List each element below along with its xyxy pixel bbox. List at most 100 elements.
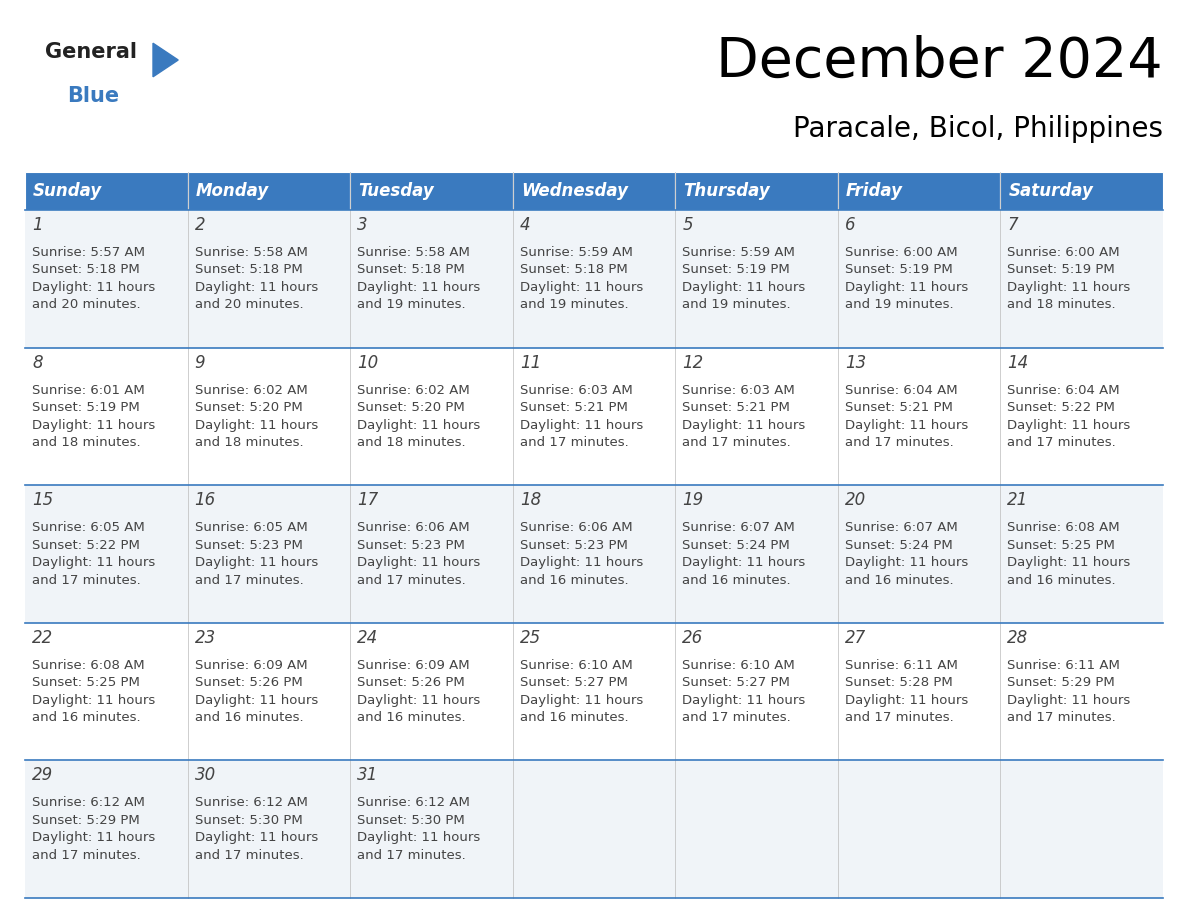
Text: Sunset: 5:29 PM: Sunset: 5:29 PM [1007,677,1116,689]
Text: Sunrise: 6:10 AM: Sunrise: 6:10 AM [682,659,795,672]
Text: Paracale, Bicol, Philippines: Paracale, Bicol, Philippines [794,115,1163,143]
Text: Sunrise: 5:59 AM: Sunrise: 5:59 AM [519,246,632,259]
Text: Sunset: 5:19 PM: Sunset: 5:19 PM [32,401,140,414]
Text: Sunset: 5:19 PM: Sunset: 5:19 PM [682,263,790,276]
Text: and 16 minutes.: and 16 minutes. [1007,574,1116,587]
Text: Wednesday: Wednesday [520,182,627,200]
Bar [1000,172,1163,210]
Text: Sunrise: 6:09 AM: Sunrise: 6:09 AM [358,659,469,672]
Text: and 20 minutes.: and 20 minutes. [32,298,140,311]
Text: Sunrise: 6:06 AM: Sunrise: 6:06 AM [519,521,632,534]
Text: 10: 10 [358,353,379,372]
Text: 23: 23 [195,629,216,647]
Text: 1: 1 [32,216,43,234]
Text: and 17 minutes.: and 17 minutes. [195,574,303,587]
Text: Sunset: 5:29 PM: Sunset: 5:29 PM [32,814,140,827]
Text: Sunset: 5:25 PM: Sunset: 5:25 PM [32,677,140,689]
Text: Daylight: 11 hours: Daylight: 11 hours [32,556,156,569]
Text: Sunset: 5:24 PM: Sunset: 5:24 PM [845,539,953,552]
Text: Daylight: 11 hours: Daylight: 11 hours [1007,281,1131,294]
Text: Sunset: 5:18 PM: Sunset: 5:18 PM [358,263,465,276]
Text: and 16 minutes.: and 16 minutes. [845,574,954,587]
Text: Daylight: 11 hours: Daylight: 11 hours [519,281,643,294]
Text: Daylight: 11 hours: Daylight: 11 hours [845,556,968,569]
Text: Sunrise: 6:03 AM: Sunrise: 6:03 AM [682,384,795,397]
Text: Daylight: 11 hours: Daylight: 11 hours [682,281,805,294]
Text: and 17 minutes.: and 17 minutes. [195,849,303,862]
Bar [25,348,1163,486]
Text: 7: 7 [1007,216,1018,234]
Text: Sunrise: 6:06 AM: Sunrise: 6:06 AM [358,521,469,534]
Text: 22: 22 [32,629,53,647]
Text: Daylight: 11 hours: Daylight: 11 hours [845,281,968,294]
Text: 27: 27 [845,629,866,647]
Text: Sunset: 5:21 PM: Sunset: 5:21 PM [519,401,627,414]
Text: Sunrise: 6:01 AM: Sunrise: 6:01 AM [32,384,145,397]
Text: and 17 minutes.: and 17 minutes. [845,436,954,449]
Text: Sunrise: 6:00 AM: Sunrise: 6:00 AM [1007,246,1120,259]
Text: and 16 minutes.: and 16 minutes. [519,711,628,724]
Text: Daylight: 11 hours: Daylight: 11 hours [32,832,156,845]
Text: 19: 19 [682,491,703,509]
Text: Sunrise: 5:58 AM: Sunrise: 5:58 AM [358,246,470,259]
Text: Sunset: 5:30 PM: Sunset: 5:30 PM [358,814,465,827]
Text: 14: 14 [1007,353,1029,372]
Text: Sunset: 5:24 PM: Sunset: 5:24 PM [682,539,790,552]
Text: Sunset: 5:25 PM: Sunset: 5:25 PM [1007,539,1116,552]
Text: 11: 11 [519,353,541,372]
Text: Sunset: 5:20 PM: Sunset: 5:20 PM [195,401,302,414]
Text: Sunset: 5:26 PM: Sunset: 5:26 PM [195,677,302,689]
Bar [25,172,188,210]
Text: Sunrise: 6:05 AM: Sunrise: 6:05 AM [32,521,145,534]
Text: Daylight: 11 hours: Daylight: 11 hours [195,419,318,431]
Text: Sunrise: 6:07 AM: Sunrise: 6:07 AM [845,521,958,534]
Text: and 17 minutes.: and 17 minutes. [358,574,466,587]
Text: Sunrise: 6:11 AM: Sunrise: 6:11 AM [1007,659,1120,672]
Text: and 16 minutes.: and 16 minutes. [32,711,140,724]
Text: Sunrise: 6:05 AM: Sunrise: 6:05 AM [195,521,308,534]
Text: Sunset: 5:20 PM: Sunset: 5:20 PM [358,401,465,414]
Text: 20: 20 [845,491,866,509]
Text: 4: 4 [519,216,530,234]
Text: Sunrise: 6:09 AM: Sunrise: 6:09 AM [195,659,308,672]
Text: and 19 minutes.: and 19 minutes. [845,298,954,311]
Text: Sunday: Sunday [33,182,102,200]
Text: Sunrise: 6:12 AM: Sunrise: 6:12 AM [195,797,308,810]
Text: Sunrise: 6:04 AM: Sunrise: 6:04 AM [845,384,958,397]
Text: 12: 12 [682,353,703,372]
Text: Daylight: 11 hours: Daylight: 11 hours [358,281,480,294]
Text: Daylight: 11 hours: Daylight: 11 hours [519,694,643,707]
Text: 28: 28 [1007,629,1029,647]
Bar [25,622,1163,760]
Text: and 19 minutes.: and 19 minutes. [682,298,791,311]
Text: Sunset: 5:21 PM: Sunset: 5:21 PM [845,401,953,414]
Text: and 16 minutes.: and 16 minutes. [519,574,628,587]
Bar [25,760,1163,898]
Text: 31: 31 [358,767,379,784]
Bar [675,172,838,210]
Text: 9: 9 [195,353,206,372]
Text: Sunset: 5:22 PM: Sunset: 5:22 PM [1007,401,1116,414]
Text: and 17 minutes.: and 17 minutes. [32,849,140,862]
Text: Sunrise: 6:00 AM: Sunrise: 6:00 AM [845,246,958,259]
Text: Daylight: 11 hours: Daylight: 11 hours [519,556,643,569]
Text: 5: 5 [682,216,693,234]
Text: Sunset: 5:27 PM: Sunset: 5:27 PM [519,677,627,689]
Text: 3: 3 [358,216,368,234]
Text: Sunrise: 5:57 AM: Sunrise: 5:57 AM [32,246,145,259]
Text: 24: 24 [358,629,379,647]
Text: Sunrise: 6:11 AM: Sunrise: 6:11 AM [845,659,958,672]
Text: Saturday: Saturday [1009,182,1093,200]
Text: Sunrise: 6:10 AM: Sunrise: 6:10 AM [519,659,632,672]
Text: Sunrise: 6:12 AM: Sunrise: 6:12 AM [358,797,470,810]
Text: and 17 minutes.: and 17 minutes. [845,711,954,724]
Text: Daylight: 11 hours: Daylight: 11 hours [32,419,156,431]
Text: Sunrise: 6:08 AM: Sunrise: 6:08 AM [32,659,145,672]
Text: Daylight: 11 hours: Daylight: 11 hours [682,556,805,569]
Bar [25,210,1163,348]
Text: Daylight: 11 hours: Daylight: 11 hours [358,694,480,707]
Text: 21: 21 [1007,491,1029,509]
Text: 29: 29 [32,767,53,784]
Text: Sunset: 5:23 PM: Sunset: 5:23 PM [195,539,303,552]
Text: December 2024: December 2024 [716,35,1163,89]
